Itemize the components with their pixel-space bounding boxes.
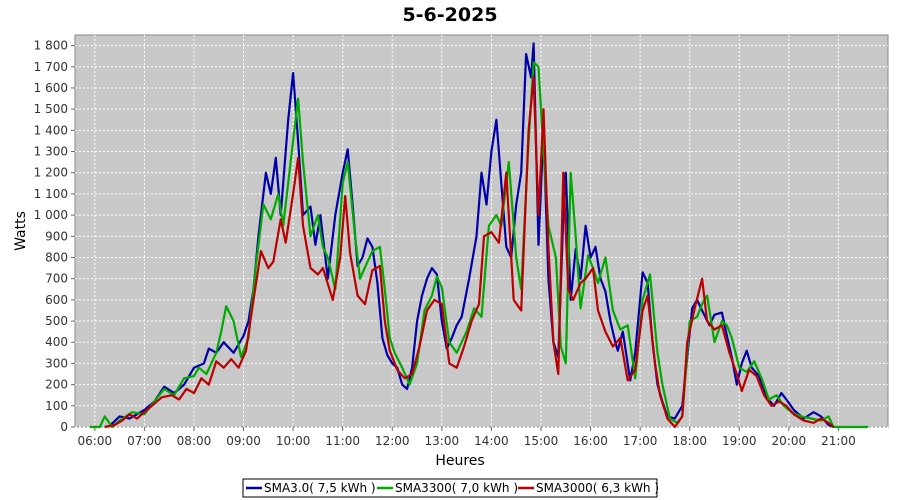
x-tick-label: 12:00	[375, 434, 410, 448]
x-tick-label: 14:00	[474, 434, 509, 448]
series-line-1	[104, 42, 834, 429]
y-tick-label: 1 500	[34, 102, 68, 116]
y-tick-label: 100	[45, 399, 68, 413]
series-line-2	[89, 61, 869, 429]
x-tick-label: 08:00	[177, 434, 212, 448]
x-tick-label: 13:00	[425, 434, 460, 448]
legend-label: SMA3.0( 7,5 kWh )	[264, 481, 376, 495]
y-tick-label: 1 600	[34, 81, 68, 95]
legend-label: SMA3000( 6,3 kWh )	[536, 481, 659, 495]
chart-title: 5-6-2025	[402, 4, 497, 26]
y-tick-label: 1 300	[34, 145, 68, 159]
legend-box	[242, 478, 658, 498]
y-tick-label: 1 100	[34, 187, 68, 201]
series-group	[89, 42, 869, 429]
x-axis-title: Heures	[435, 453, 484, 469]
x-tick-label: 19:00	[722, 434, 757, 448]
x-tick-label: 06:00	[78, 434, 113, 448]
y-tick-label: 1 700	[34, 60, 68, 74]
y-axis-ticks: 0 100 200 300 400 500 600 700 800 900 1 000 1 100 1 …	[34, 39, 75, 434]
y-tick-label: 700	[45, 272, 68, 286]
y-tick-label: 500	[45, 314, 68, 328]
x-tick-label: 17:00	[623, 434, 658, 448]
y-tick-label: 600	[45, 293, 68, 307]
x-axis-ticks: 06:00 07:00 08:00 09:00 10:00 11:00 12:00 13:00…	[78, 427, 856, 448]
legend: SMA3.0( 7,5 kWh ) SMA3300( 7,0 kWh ) SMA30…	[242, 478, 659, 498]
x-tick-label: 18:00	[672, 434, 707, 448]
series-line-3	[104, 76, 835, 429]
y-tick-label: 400	[45, 335, 68, 349]
y-tick-label: 1 400	[34, 123, 68, 137]
y-axis-title: Watts	[13, 211, 29, 251]
x-tick-label: 09:00	[226, 434, 261, 448]
x-tick-label: 07:00	[127, 434, 162, 448]
x-tick-label: 10:00	[276, 434, 311, 448]
plot-area	[74, 34, 889, 428]
y-tick-label: 800	[45, 250, 68, 264]
x-tick-label: 16:00	[573, 434, 608, 448]
legend-label: SMA3300( 7,0 kWh )	[395, 481, 518, 495]
x-tick-label: 21:00	[821, 434, 856, 448]
y-tick-label: 900	[45, 229, 68, 243]
y-tick-label: 0	[60, 420, 68, 434]
x-tick-label: 20:00	[772, 434, 807, 448]
y-tick-label: 1 200	[34, 166, 68, 180]
x-tick-label: 15:00	[524, 434, 559, 448]
y-tick-label: 1 000	[34, 208, 68, 222]
y-tick-label: 1 800	[34, 39, 68, 53]
y-tick-label: 300	[45, 356, 68, 370]
x-tick-label: 11:00	[325, 434, 360, 448]
y-tick-label: 200	[45, 378, 68, 392]
